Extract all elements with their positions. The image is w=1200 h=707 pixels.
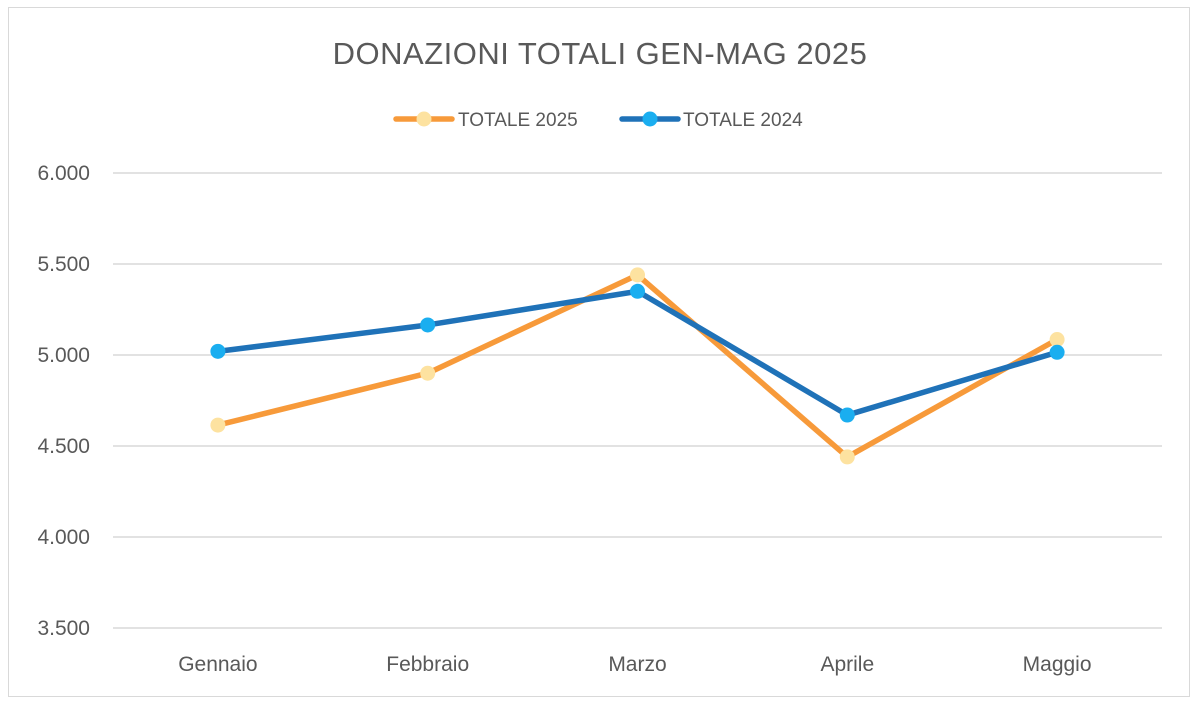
y-tick-label: 6.000: [37, 162, 90, 185]
x-tick-label: Aprile: [820, 653, 874, 676]
legend-swatch-marker: [416, 111, 432, 127]
chart-frame: [8, 7, 1190, 697]
y-axis-ticks: 3.500 4.000 4.500 5.000 5.500 6.000: [37, 162, 90, 640]
y-tick-label: 5.500: [37, 253, 90, 276]
legend-swatch-marker: [642, 111, 658, 127]
legend-label: TOTALE 2025: [458, 110, 578, 131]
x-tick-label: Maggio: [1023, 653, 1092, 676]
data-point-series-2: [630, 283, 645, 299]
y-tick-label: 4.000: [37, 526, 90, 549]
y-tick-label: 4.500: [37, 435, 90, 458]
series-markers: [210, 267, 1065, 465]
data-point-series-2: [1049, 344, 1065, 360]
y-tick-label: 5.000: [37, 344, 90, 367]
data-point-series-1: [210, 417, 226, 433]
series-lines: [215, 272, 1060, 460]
data-point-series-2: [420, 317, 436, 333]
x-tick-label: Gennaio: [178, 653, 257, 676]
data-point-series-2: [210, 343, 226, 359]
legend-label: TOTALE 2024: [683, 110, 803, 131]
legend: TOTALE 2025 TOTALE 2024: [393, 110, 803, 131]
y-tick-label: 3.500: [37, 617, 90, 640]
series-line-1: [215, 272, 1060, 460]
x-tick-label: Marzo: [608, 653, 666, 676]
chart-title: DONAZIONI TOTALI GEN-MAG 2025: [333, 36, 868, 71]
data-point-series-1: [839, 449, 855, 465]
data-point-series-1: [630, 267, 645, 283]
data-point-series-2: [839, 407, 855, 423]
data-point-series-1: [1049, 332, 1065, 348]
x-tick-label: Febbraio: [386, 653, 469, 676]
x-axis-ticks: Gennaio Febbraio Marzo Aprile Maggio: [178, 653, 1091, 676]
data-point-series-1: [420, 365, 436, 381]
gridlines: [113, 172, 1162, 629]
